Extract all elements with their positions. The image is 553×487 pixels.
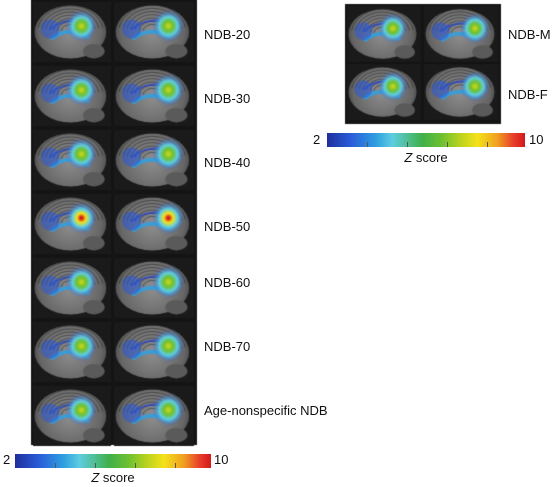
row-label-ndb-30: NDB-30 (204, 91, 251, 106)
row-label-ndb-40: NDB-40 (204, 155, 251, 170)
colorbar-left-min: 2 (3, 452, 11, 467)
colorbar-left (15, 454, 211, 468)
row-label-ndb-f: NDB-F (508, 87, 548, 102)
colorbar-right (327, 133, 525, 147)
colorbar-right-title: Z score (404, 150, 448, 165)
row-label-ndb-70: NDB-70 (204, 339, 251, 354)
row-label-ndb-m: NDB-M (508, 27, 551, 42)
colorbar-left-max: 10 (214, 452, 229, 467)
colorbar-right-max: 10 (529, 132, 544, 147)
row-label-ndb-20: NDB-20 (204, 27, 251, 42)
colorbar-left-title: Z score (91, 470, 135, 485)
row-label-ndb-50: NDB-50 (204, 219, 251, 234)
row-label-age-nonspecific: Age-nonspecific NDB (204, 403, 328, 418)
row-label-ndb-60: NDB-60 (204, 275, 251, 290)
colorbar-right-min: 2 (313, 132, 321, 147)
